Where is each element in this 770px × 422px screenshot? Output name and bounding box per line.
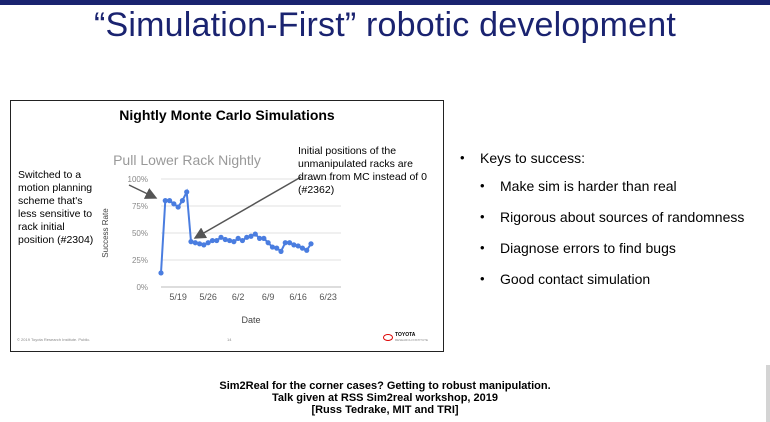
toyota-logo-text: TOYOTA <box>395 332 416 338</box>
bullet-text: Good contact simulation <box>500 271 651 287</box>
data-point <box>158 270 164 276</box>
data-point <box>308 241 314 247</box>
data-point <box>252 231 258 237</box>
sub-bullet-item: • Good contact simulation <box>460 271 760 287</box>
annotation-line: unmanipulated racks are <box>298 158 413 170</box>
data-point <box>261 235 267 241</box>
caption-line: [Russ Tedrake, MIT and TRI] <box>311 404 459 416</box>
bullet-list: • Keys to success: • Make sim is harder … <box>460 150 760 302</box>
y-axis-label: Success Rate <box>101 208 110 258</box>
data-point <box>265 240 271 246</box>
data-point <box>235 235 241 241</box>
y-tick-label: 100% <box>128 175 148 184</box>
annotation-line: Initial positions of the <box>298 145 397 157</box>
annotation-line: motion planning <box>18 182 93 194</box>
bullet-dot-icon: • <box>480 209 485 224</box>
data-point <box>248 233 254 239</box>
x-tick-label: 6/2 <box>232 292 245 302</box>
data-point <box>192 240 198 246</box>
data-point <box>226 237 233 244</box>
data-point <box>269 244 276 250</box>
toyota-logo: TOYOTA RESEARCH INSTITUTE <box>383 333 428 342</box>
y-tick-label: 0% <box>136 283 148 292</box>
bullet-dot-icon: • <box>480 178 485 193</box>
x-tick-label: 6/16 <box>289 292 307 302</box>
x-tick-label: 6/23 <box>319 292 337 302</box>
sub-bullet-item: • Rigorous about sources of randomness <box>460 209 760 225</box>
slide-title: “Simulation-First” robotic development <box>93 6 677 44</box>
annotation-line: less sensitive to <box>18 208 93 220</box>
data-point <box>184 189 190 195</box>
data-point <box>231 239 237 245</box>
success-rate-chart: Pull Lower Rack Nightly 0% 25% 50% 75% 100% 5/… <box>101 152 341 325</box>
sub-bullet-item: • Diagnose errors to find bugs <box>460 240 760 256</box>
data-point <box>162 198 168 204</box>
data-point <box>179 198 186 204</box>
top-rule <box>0 0 770 5</box>
chart-title: Pull Lower Rack Nightly <box>113 152 261 168</box>
embedded-slide: Nightly Monte Carlo Simulations Pull Low… <box>10 100 444 352</box>
y-tick-label: 25% <box>132 256 148 265</box>
bullet-text: Diagnose errors to find bugs <box>500 240 676 256</box>
x-tick-label: 6/9 <box>262 292 275 302</box>
data-point <box>214 237 220 244</box>
bullet-text: Keys to success: <box>480 150 586 166</box>
data-point <box>218 234 224 240</box>
data-point <box>209 237 216 244</box>
data-point <box>278 248 284 254</box>
annotation-right: Initial positions of the unmanipulated r… <box>298 145 443 197</box>
data-point <box>304 247 310 253</box>
bullet-dot-icon: • <box>460 150 465 165</box>
annotation-line: Switched to a <box>18 169 82 181</box>
data-point <box>188 239 194 245</box>
bullet-text: Make sim is harder than real <box>500 178 677 194</box>
data-point <box>196 241 203 247</box>
data-point <box>282 240 288 246</box>
data-point <box>201 242 207 248</box>
x-tick-label: 5/26 <box>199 292 217 302</box>
data-point <box>256 235 263 241</box>
data-point <box>222 236 228 243</box>
data-point <box>205 240 211 246</box>
annotation-line: scheme that's <box>18 195 83 207</box>
toyota-logo-subtext: RESEARCH INSTITUTE <box>395 338 429 342</box>
data-point <box>171 201 177 207</box>
data-point <box>166 198 173 204</box>
annotation-line: rack initial <box>18 221 65 233</box>
series-line <box>160 188 312 274</box>
caption-line: Talk given at RSS Sim2real workshop, 201… <box>272 392 498 404</box>
bullet-text: Rigorous about sources of randomness <box>500 209 745 225</box>
data-point <box>244 234 250 240</box>
embedded-footer: © 2019 Toyota Research Institute. Public… <box>17 337 91 342</box>
annotation-arrow-left <box>128 184 158 199</box>
data-point <box>299 245 306 251</box>
slide-caption: Sim2Real for the corner cases? Getting t… <box>0 380 770 416</box>
annotation-line: position (#2304) <box>18 234 94 246</box>
bullet-dot-icon: • <box>480 240 485 255</box>
y-tick-label: 50% <box>132 229 148 238</box>
sub-bullet-item: • Make sim is harder than real <box>460 178 760 194</box>
embedded-slide-title: Nightly Monte Carlo Simulations <box>119 107 335 123</box>
x-tick-label: 5/19 <box>169 292 187 302</box>
x-axis-label: Date <box>241 315 260 325</box>
annotation-line: (#2362) <box>298 184 335 196</box>
data-point <box>274 245 280 251</box>
y-tick-label: 75% <box>132 202 148 211</box>
bullet-dot-icon: • <box>480 271 485 286</box>
bullet-item: • Keys to success: <box>460 150 760 166</box>
data-point <box>295 243 301 249</box>
annotation-arrow-right <box>193 176 302 239</box>
data-point <box>239 237 246 244</box>
data-point <box>175 204 181 210</box>
embedded-page-number: 14 <box>227 337 232 342</box>
data-point <box>291 242 297 248</box>
caption-line: Sim2Real for the corner cases? Getting t… <box>219 380 551 392</box>
data-point <box>286 240 293 246</box>
window-edge <box>766 365 770 422</box>
annotation-line: drawn from MC instead of 0 <box>298 171 427 183</box>
annotation-left: Switched to a motion planning scheme tha… <box>18 169 118 247</box>
toyota-emblem-icon <box>383 334 393 341</box>
